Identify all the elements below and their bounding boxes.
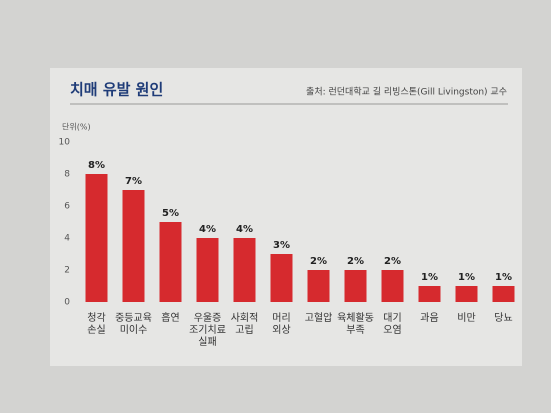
x-tick-label: 중등교육 <box>115 312 152 324</box>
value-label: 2% <box>347 256 364 267</box>
bar <box>381 270 404 302</box>
x-tick-label: 흡연 <box>161 311 179 324</box>
x-tick-label: 실패 <box>198 336 216 348</box>
bar <box>492 286 515 302</box>
value-label: 1% <box>495 272 512 283</box>
chart-title: 치매 유발 원인 <box>70 81 163 99</box>
x-tick-label: 부족 <box>346 324 364 336</box>
value-label: 8% <box>88 160 105 171</box>
value-label: 3% <box>273 240 290 251</box>
bar <box>344 270 367 302</box>
value-label: 2% <box>384 256 401 267</box>
y-tick-label: 6 <box>64 202 70 212</box>
bar <box>418 286 441 302</box>
y-tick-label: 2 <box>64 266 70 276</box>
bar <box>307 270 330 302</box>
bar <box>196 238 219 302</box>
bar <box>270 254 293 302</box>
y-tick-label: 0 <box>64 298 70 308</box>
x-tick-label: 오염 <box>383 324 401 336</box>
bar <box>455 286 478 302</box>
x-tick-label: 우울증 <box>194 312 222 324</box>
value-label: 7% <box>125 176 142 187</box>
y-tick-label: 10 <box>59 138 71 148</box>
x-tick-label: 당뇨 <box>494 312 512 324</box>
x-tick-label: 청각 <box>87 312 105 324</box>
value-label: 1% <box>421 272 438 283</box>
y-tick-label: 8 <box>64 170 70 180</box>
x-tick-label: 고혈압 <box>305 311 333 324</box>
x-tick-label: 조기치료 <box>189 324 226 336</box>
y-tick-label: 4 <box>64 234 70 244</box>
x-tick-label: 미이수 <box>120 324 148 336</box>
value-label: 4% <box>236 224 253 235</box>
bar <box>85 174 108 302</box>
value-label: 4% <box>199 224 216 235</box>
x-tick-label: 대기 <box>383 312 401 324</box>
source-note: 출처: 런던대학교 길 리빙스톤(Gill Livingston) 교수 <box>306 86 507 98</box>
bar <box>233 238 256 302</box>
x-tick-label: 머리 <box>272 312 290 324</box>
x-tick-label: 과음 <box>420 312 438 324</box>
x-tick-label: 외상 <box>272 324 290 336</box>
x-tick-label: 손실 <box>87 324 105 336</box>
value-label: 1% <box>458 272 475 283</box>
x-tick-label: 사회적 <box>231 312 259 324</box>
bar <box>122 190 145 302</box>
value-label: 5% <box>162 208 179 219</box>
bar <box>159 222 182 302</box>
y-axis-label: 단위(%) <box>62 122 91 132</box>
x-tick-label: 육체활동 <box>337 311 374 324</box>
x-tick-label: 고립 <box>235 323 253 336</box>
value-label: 2% <box>310 256 327 267</box>
x-tick-label: 비만 <box>457 312 475 324</box>
